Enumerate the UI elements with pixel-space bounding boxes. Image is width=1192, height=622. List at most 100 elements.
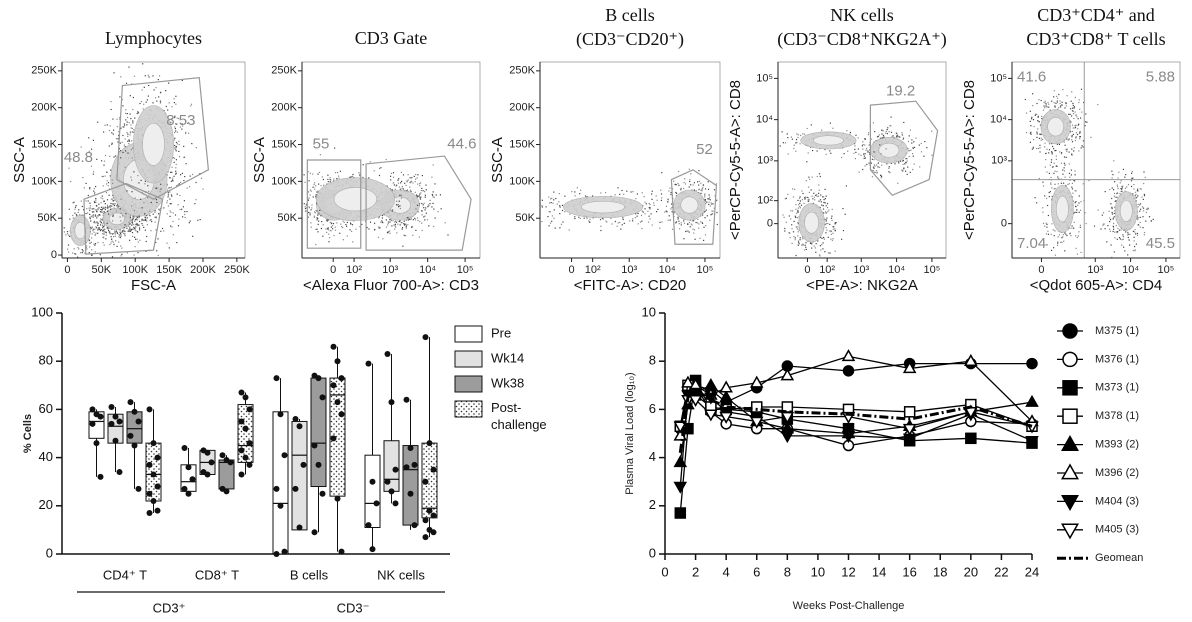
- density-dot: [166, 213, 168, 215]
- density-dot: [1032, 93, 1034, 95]
- density-dot: [118, 206, 120, 208]
- density-dot: [395, 185, 397, 187]
- gate-label: 44.6: [447, 135, 476, 152]
- density-dot: [874, 171, 876, 173]
- density-dot: [424, 209, 426, 211]
- density-dot: [665, 210, 667, 212]
- density-dot: [665, 205, 668, 207]
- density-dot: [96, 158, 98, 160]
- density-dot: [1031, 148, 1033, 150]
- density-dot: [1025, 132, 1028, 134]
- density-dot: [118, 131, 120, 133]
- density-dot: [797, 199, 799, 201]
- density-dot: [1057, 178, 1059, 180]
- density-dot: [1123, 246, 1125, 248]
- density-dot: [862, 168, 864, 171]
- density-dot: [175, 123, 177, 125]
- density-dot: [820, 249, 822, 251]
- density-dot: [110, 242, 112, 244]
- density-dot: [1058, 107, 1060, 109]
- density-dot: [399, 224, 401, 226]
- density-dot: [184, 176, 186, 178]
- density-dot: [166, 184, 168, 186]
- density-dot: [547, 216, 549, 218]
- density-dot: [1072, 104, 1074, 106]
- density-dot: [1054, 150, 1056, 152]
- density-dot: [88, 137, 90, 139]
- density-dot: [112, 214, 114, 216]
- density-dot: [174, 126, 176, 128]
- density-dot: [714, 195, 716, 197]
- density-dot: [1051, 187, 1053, 189]
- density-dot: [579, 193, 581, 195]
- density-dot: [392, 172, 395, 174]
- density-dot: [407, 174, 409, 176]
- density-dot: [180, 123, 182, 126]
- density-dot: [121, 141, 123, 143]
- density-dot: [126, 124, 128, 126]
- density-dot: [99, 230, 101, 232]
- density-dot: [106, 207, 109, 209]
- density-dot: [77, 211, 79, 213]
- density-dot: [1069, 113, 1071, 115]
- x-tick-label: 200K: [190, 264, 216, 276]
- density-dot: [141, 218, 143, 220]
- density-dot: [833, 226, 835, 228]
- density-dot: [385, 226, 388, 228]
- density-dot: [124, 146, 126, 148]
- density-dot: [116, 118, 118, 120]
- density-dot: [112, 241, 114, 243]
- density-dot: [186, 187, 188, 189]
- density-dot: [803, 197, 806, 199]
- density-dot: [1114, 206, 1116, 208]
- density-dot: [330, 226, 332, 228]
- density-dot: [832, 232, 834, 234]
- density-dot: [131, 221, 133, 223]
- density-dot: [398, 178, 400, 180]
- density-dot: [659, 221, 661, 223]
- density-dot: [576, 187, 578, 189]
- density-dot: [707, 181, 709, 183]
- density-dot: [191, 143, 193, 145]
- density-dot: [108, 231, 110, 233]
- density-dot: [199, 173, 201, 175]
- density-dot: [1072, 110, 1074, 112]
- density-dot: [127, 230, 129, 232]
- density-dot: [119, 231, 121, 233]
- density-dot: [179, 208, 181, 211]
- density-dot: [132, 131, 134, 133]
- density-dot: [1075, 247, 1077, 249]
- y-tick-label: 10⁵: [756, 72, 773, 84]
- density-dot: [406, 189, 408, 191]
- density-dot: [397, 182, 400, 184]
- density-dot: [1138, 204, 1141, 206]
- density-dot: [1065, 102, 1067, 105]
- density-dot: [73, 201, 75, 203]
- density-dot: [1078, 101, 1080, 104]
- density-dot: [617, 222, 619, 224]
- density-dot: [678, 170, 680, 173]
- density-dot: [1049, 164, 1051, 166]
- density-dot: [96, 221, 98, 223]
- density-dot: [432, 194, 434, 196]
- density-dot: [410, 181, 412, 183]
- density-dot: [125, 112, 127, 114]
- density-dot: [158, 213, 160, 215]
- density-dot: [120, 150, 122, 152]
- density-dot: [93, 200, 96, 202]
- density-dot: [312, 173, 314, 175]
- density-dot: [623, 193, 625, 195]
- density-dot: [1085, 121, 1087, 123]
- density-dot: [707, 198, 709, 200]
- density-dot: [98, 214, 100, 216]
- density-dot: [387, 224, 389, 226]
- density-dot: [172, 179, 174, 181]
- density-dot: [183, 156, 185, 158]
- density-dot: [119, 96, 121, 98]
- density-dot: [132, 228, 135, 230]
- density-dot: [418, 236, 420, 238]
- density-dot: [103, 222, 105, 224]
- density-dot: [648, 202, 650, 205]
- density-dot: [328, 233, 330, 235]
- density-dot: [793, 220, 795, 222]
